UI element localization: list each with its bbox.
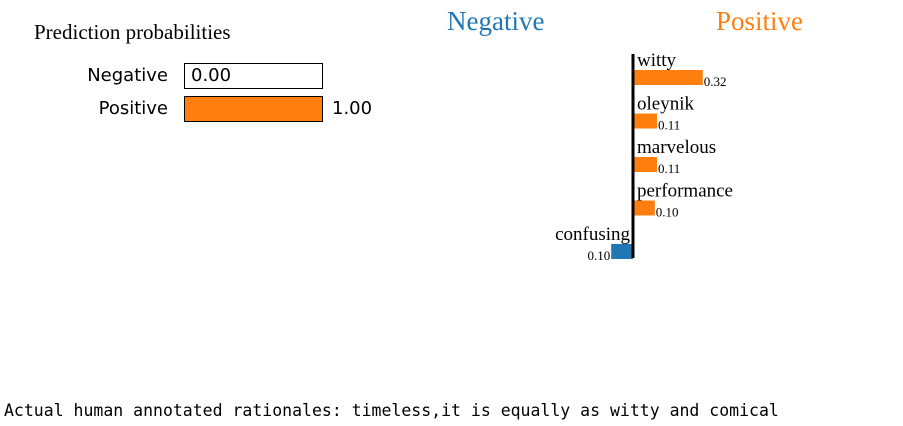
prediction-probabilities-title: Prediction probabilities bbox=[34, 20, 231, 44]
feature-label: confusing bbox=[555, 224, 630, 245]
feature-label: marvelous bbox=[637, 137, 716, 158]
feature-value-label: 0.32 bbox=[704, 74, 727, 89]
rationale-text: Actual human annotated rationales: timel… bbox=[4, 401, 779, 420]
negative-class-heading: Negative bbox=[447, 6, 545, 36]
feature-bar-performance bbox=[633, 200, 655, 216]
probability-label: Positive bbox=[98, 98, 168, 119]
feature-value-label: 0.11 bbox=[658, 161, 680, 176]
probability-bar-frame bbox=[184, 96, 323, 122]
probability-bar-frame: 0.00 bbox=[184, 63, 323, 89]
feature-bar-oleynik bbox=[633, 113, 657, 129]
feature-label: oleynik bbox=[637, 94, 694, 115]
feature-bar-marvelous bbox=[633, 157, 657, 172]
feature-weights-chart: witty 0.32 oleynik 0.11 marvelous 0.11 perform… bbox=[555, 50, 733, 263]
probability-label: Negative bbox=[87, 65, 168, 86]
positive-class-heading: Positive bbox=[716, 6, 804, 36]
feature-label: witty bbox=[637, 50, 677, 71]
feature-bar-confusing bbox=[611, 244, 633, 259]
probability-bar-fill bbox=[185, 97, 322, 121]
feature-bar-witty bbox=[633, 70, 703, 85]
feature-value-label: 0.11 bbox=[658, 118, 680, 133]
probability-row-positive: Positive 1.00 bbox=[0, 96, 400, 122]
probability-row-negative: Negative 0.00 bbox=[0, 63, 400, 89]
feature-value-label: 0.10 bbox=[587, 248, 610, 263]
feature-label: performance bbox=[637, 181, 733, 202]
feature-value-label: 0.10 bbox=[656, 205, 679, 220]
probability-value: 1.00 bbox=[332, 98, 373, 119]
probability-value: 0.00 bbox=[191, 65, 232, 86]
